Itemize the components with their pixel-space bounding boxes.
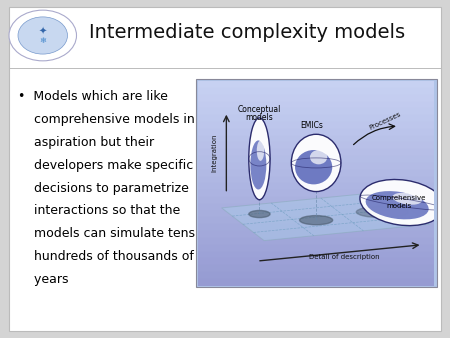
Ellipse shape (366, 191, 429, 219)
Bar (198, 224, 434, 231)
Text: •  Models which are like: • Models which are like (18, 90, 168, 102)
Text: Comprehensive: Comprehensive (372, 195, 426, 201)
Text: Integration: Integration (212, 134, 217, 172)
Bar (198, 129, 434, 136)
Ellipse shape (392, 193, 422, 205)
Bar (198, 101, 434, 108)
Text: aspiration but their: aspiration but their (18, 136, 154, 148)
Ellipse shape (356, 207, 408, 218)
Bar (198, 211, 434, 217)
Bar (198, 238, 434, 245)
Ellipse shape (257, 140, 264, 161)
FancyBboxPatch shape (196, 79, 436, 287)
Circle shape (18, 17, 68, 54)
Ellipse shape (310, 150, 327, 164)
Text: models: models (386, 203, 411, 209)
Bar (198, 190, 434, 197)
Bar (198, 245, 434, 251)
Polygon shape (221, 192, 430, 241)
Bar (198, 279, 434, 286)
Text: years: years (18, 273, 68, 286)
Ellipse shape (249, 211, 270, 218)
Bar (198, 176, 434, 183)
Bar (198, 265, 434, 272)
Bar (198, 272, 434, 279)
Text: interactions so that the: interactions so that the (18, 204, 180, 217)
Text: Intermediate complexity models: Intermediate complexity models (90, 23, 405, 42)
Bar (198, 88, 434, 95)
Text: hundreds of thousands of: hundreds of thousands of (18, 250, 194, 263)
Circle shape (9, 10, 77, 61)
FancyBboxPatch shape (9, 7, 441, 331)
Bar (198, 122, 434, 129)
Ellipse shape (250, 140, 266, 190)
Ellipse shape (291, 134, 341, 192)
Bar (198, 258, 434, 265)
Text: ✦: ✦ (39, 27, 47, 37)
Ellipse shape (360, 179, 444, 225)
Text: Processes: Processes (368, 111, 402, 131)
Bar (198, 149, 434, 156)
Bar (198, 197, 434, 204)
Bar (198, 95, 434, 101)
Bar (198, 156, 434, 163)
Text: Detail of description: Detail of description (309, 254, 380, 260)
Bar (198, 143, 434, 149)
Bar (198, 108, 434, 115)
Bar (198, 217, 434, 224)
Bar (198, 170, 434, 176)
Text: Conceptual: Conceptual (238, 105, 281, 114)
Bar (198, 163, 434, 170)
Text: comprehensive models in: comprehensive models in (18, 113, 195, 125)
Text: models: models (246, 113, 273, 122)
Text: ❄: ❄ (39, 36, 46, 45)
Bar (198, 183, 434, 190)
Ellipse shape (249, 118, 270, 200)
Ellipse shape (300, 216, 333, 225)
Bar (198, 204, 434, 211)
Text: decisions to parametrize: decisions to parametrize (18, 182, 189, 194)
Bar (198, 81, 434, 88)
Ellipse shape (295, 150, 332, 185)
Bar (198, 115, 434, 122)
Text: developers make specific: developers make specific (18, 159, 193, 171)
Bar (198, 251, 434, 258)
Bar (198, 136, 434, 143)
Text: models can simulate tens to: models can simulate tens to (18, 227, 212, 240)
Bar (198, 231, 434, 238)
Text: EMICs: EMICs (300, 121, 323, 130)
